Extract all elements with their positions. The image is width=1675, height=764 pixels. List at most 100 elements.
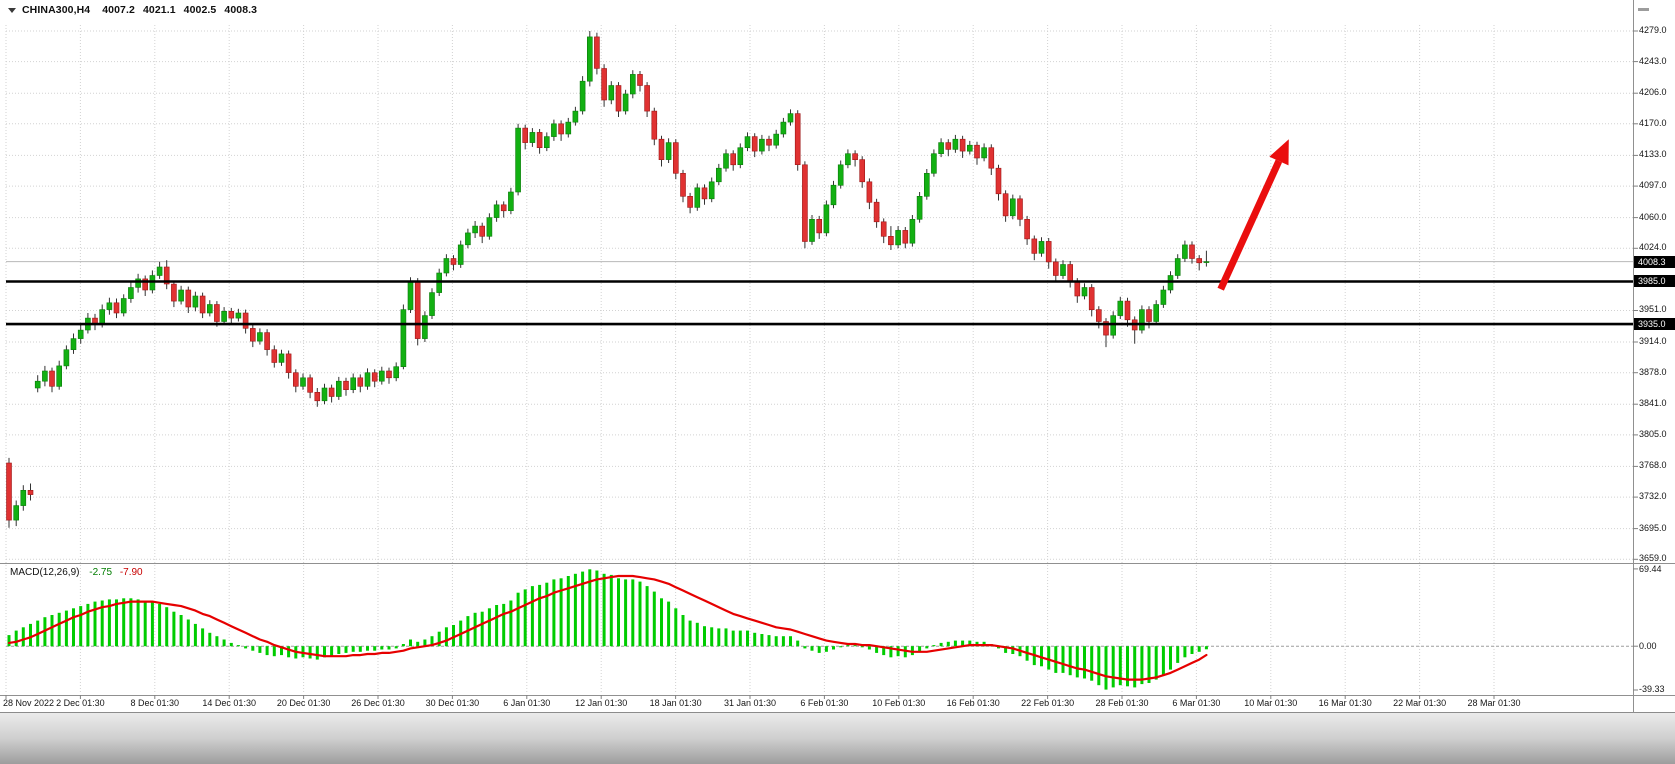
macd-histogram-bar: [953, 640, 957, 647]
macd-histogram-bar: [351, 646, 355, 652]
candle: [1196, 255, 1202, 271]
candle: [880, 218, 887, 244]
open-value: 4007.2: [102, 4, 135, 16]
macd-histogram-bar: [57, 612, 61, 647]
candle: [572, 106, 579, 126]
macd-histogram-bar: [731, 630, 735, 647]
macd-histogram-bar: [423, 639, 427, 647]
macd-histogram-bar: [136, 599, 140, 647]
chart-canvas[interactable]: [0, 0, 1675, 713]
trend-arrow[interactable]: [1217, 139, 1289, 291]
candle: [680, 169, 686, 203]
candle: [378, 366, 385, 385]
macd-histogram-bar: [416, 641, 420, 647]
macd-histogram-bar: [552, 579, 556, 647]
macd-histogram-bar: [853, 645, 857, 647]
macd-histogram-bar: [1204, 646, 1208, 650]
macd-histogram-bar: [387, 646, 391, 650]
candle: [465, 228, 471, 249]
macd-histogram-bar: [86, 603, 90, 647]
candle: [472, 221, 478, 238]
candle: [780, 117, 787, 138]
macd-histogram-bar: [1061, 646, 1065, 673]
candle: [730, 150, 737, 171]
macd-histogram-bar: [1183, 646, 1187, 658]
macd-histogram-bar: [251, 646, 255, 651]
price-axis[interactable]: [1634, 0, 1675, 713]
macd-signal-value: -7.90: [119, 567, 143, 578]
status-strip: [0, 713, 1675, 764]
macd-main-value: -2.75: [89, 567, 113, 578]
candle: [1103, 318, 1109, 348]
macd-histogram-bar: [1104, 646, 1108, 690]
macd-histogram-bar: [638, 581, 642, 647]
candle: [579, 76, 586, 115]
macd-histogram-bar: [1097, 646, 1101, 686]
candle: [966, 140, 973, 155]
macd-histogram-bar: [1054, 646, 1058, 673]
macd-histogram-bar: [939, 642, 943, 647]
macd-histogram-bar: [652, 591, 656, 647]
candle: [622, 89, 629, 115]
macd-histogram-bar: [301, 646, 305, 658]
macd-histogram-bar: [1118, 646, 1122, 686]
macd-histogram-bar: [193, 623, 197, 647]
macd-histogram-bar: [588, 569, 592, 647]
candle: [701, 184, 708, 205]
symbol-dropdown-icon[interactable]: [8, 7, 16, 13]
candle: [665, 138, 672, 163]
candle: [888, 226, 894, 250]
macd-histogram-bar: [158, 603, 162, 647]
candle: [113, 298, 120, 319]
candle: [751, 133, 758, 158]
macd-histogram-bar: [631, 579, 635, 647]
macd-histogram-bar: [695, 622, 699, 647]
macd-histogram-bar: [968, 640, 972, 647]
macd-histogram-bar: [272, 646, 276, 657]
macd-histogram-bar: [910, 646, 914, 656]
candle: [952, 134, 959, 153]
macd-histogram-bar: [1140, 646, 1144, 685]
macd-histogram-bar: [1126, 646, 1129, 687]
candle: [56, 360, 63, 390]
macd-histogram-bar: [394, 646, 398, 649]
candle: [27, 483, 34, 501]
candle: [242, 309, 249, 334]
candle: [393, 362, 400, 382]
candle: [443, 254, 450, 277]
macd-indicator-label: MACD(12,26,9) -2.75 -7.90: [10, 567, 143, 578]
candle: [493, 200, 500, 222]
macd-histogram-bar: [530, 586, 534, 647]
time-axis-label: 28 Feb 01:30: [1095, 698, 1149, 708]
candle: [923, 169, 930, 200]
candle: [837, 160, 844, 189]
candle: [49, 367, 55, 393]
window-control-icon[interactable]: [1638, 8, 1649, 11]
candle: [543, 132, 550, 152]
macd-histogram-bar: [1068, 646, 1072, 676]
time-axis[interactable]: 28 Nov 2022 2 Dec 01:30 8 Dec 01:30 14 Dec …: [0, 696, 1675, 713]
macd-histogram-bar: [609, 574, 613, 647]
macd-histogram-bar: [1154, 646, 1158, 680]
candle: [271, 345, 278, 368]
macd-histogram-bar: [1169, 646, 1172, 670]
macd-histogram-bar: [523, 589, 527, 647]
candle: [723, 149, 729, 172]
macd-histogram-bar: [545, 582, 549, 647]
macd-histogram-bar: [143, 600, 147, 647]
macd-histogram-bar: [710, 627, 714, 647]
candle: [895, 226, 901, 249]
low-value: 4002.5: [183, 4, 217, 16]
candle: [20, 485, 27, 511]
candle: [651, 107, 658, 146]
candle: [615, 82, 622, 117]
candle: [321, 383, 328, 405]
candle: [558, 120, 564, 141]
candle: [1038, 237, 1045, 257]
candle: [773, 129, 780, 149]
macd-histogram-bar: [72, 608, 75, 647]
macd-histogram-bar: [1090, 646, 1094, 681]
high-value: 4021.1: [142, 4, 176, 16]
candle: [1088, 284, 1095, 317]
macd-histogram-bar: [344, 646, 348, 653]
